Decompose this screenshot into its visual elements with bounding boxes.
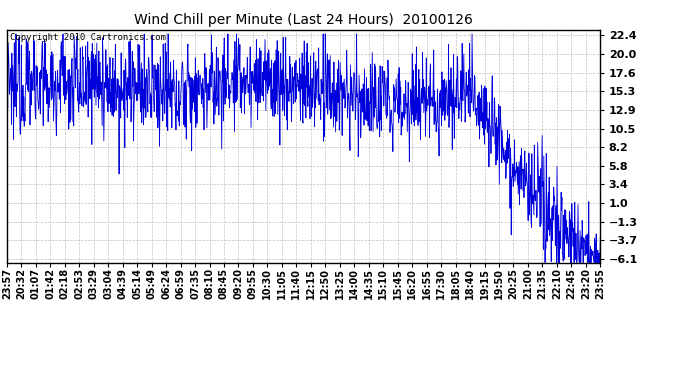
Text: Copyright 2010 Cartronics.com: Copyright 2010 Cartronics.com bbox=[10, 33, 166, 42]
Title: Wind Chill per Minute (Last 24 Hours)  20100126: Wind Chill per Minute (Last 24 Hours) 20… bbox=[134, 13, 473, 27]
